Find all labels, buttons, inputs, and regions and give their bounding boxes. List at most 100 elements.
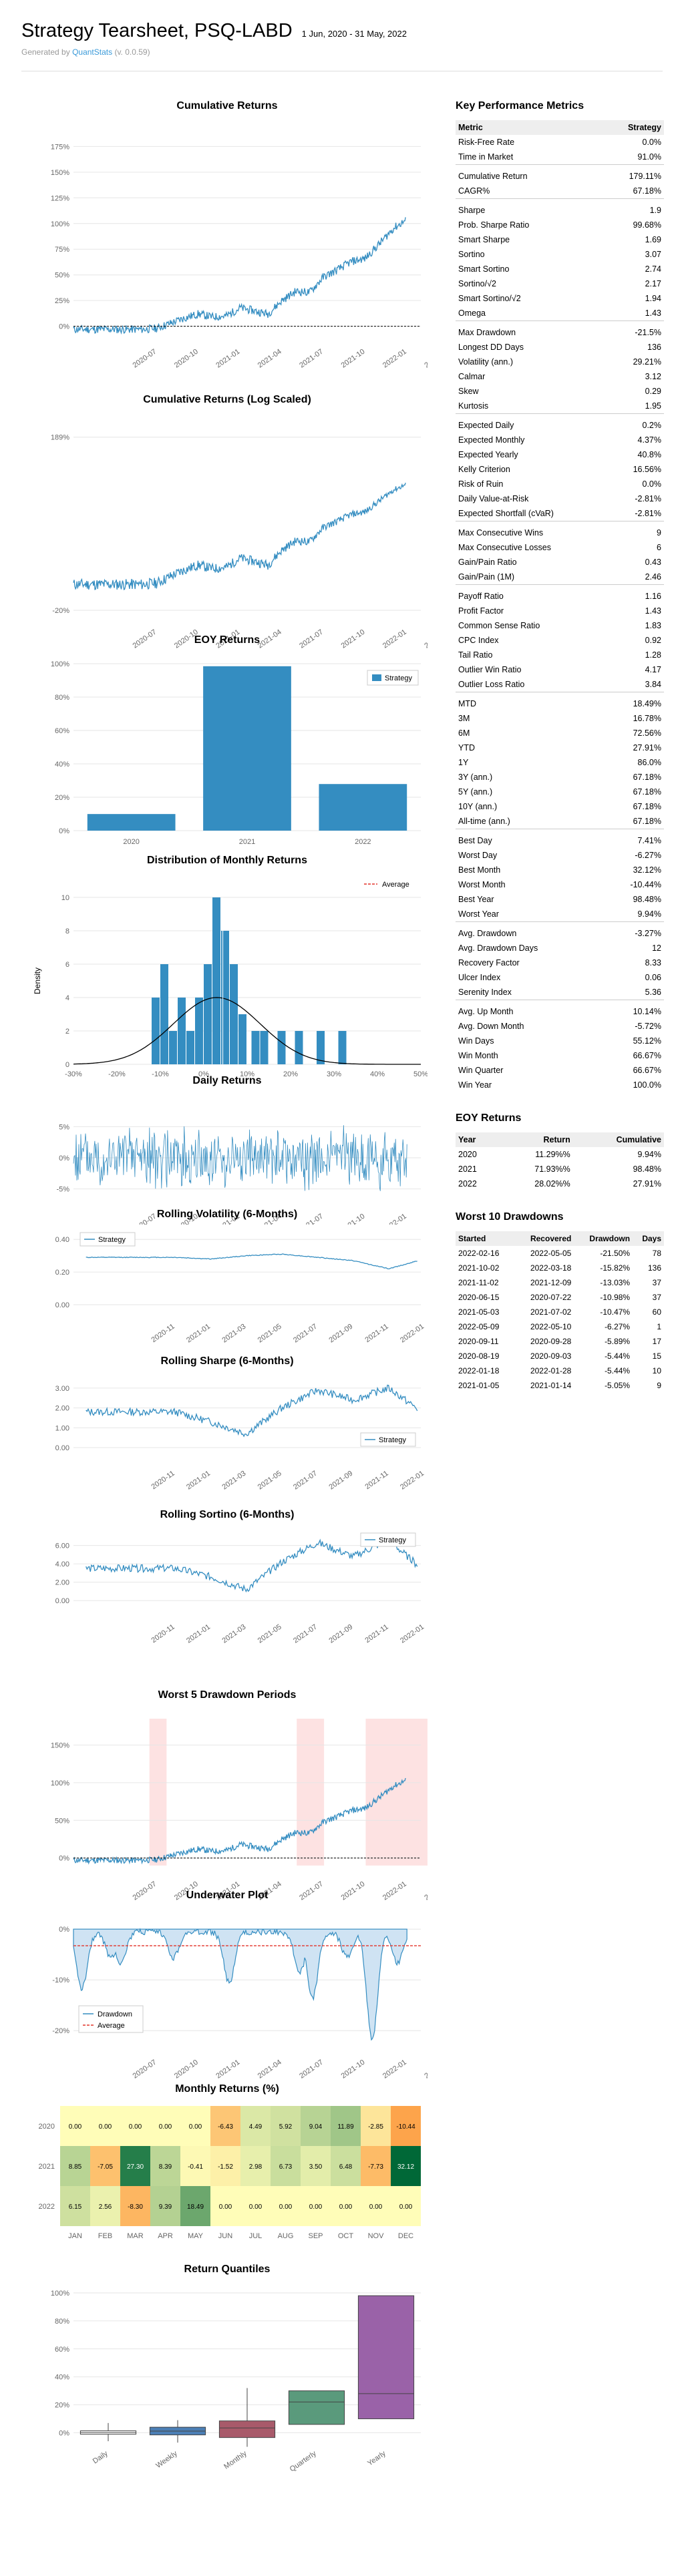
heatmap-cell xyxy=(180,2106,210,2146)
x-tick-label: Daily xyxy=(92,2449,110,2465)
metric-row: Risk of Ruin 0.0% xyxy=(456,477,664,491)
heatmap-cell xyxy=(271,2106,301,2146)
drawdown-cell: -5.44% xyxy=(605,1366,631,1375)
drawdown-cell: 2020-09-28 xyxy=(530,1337,572,1346)
metric-value: 29.21% xyxy=(633,357,661,367)
y-tick-label: 0.00 xyxy=(55,1444,69,1452)
eoy-title: EOY Returns xyxy=(194,634,261,646)
y-tick-label: 5% xyxy=(59,1123,69,1131)
drawdown-cell: 2020-09-03 xyxy=(530,1351,572,1361)
y-tick-label: 80% xyxy=(55,694,69,702)
y-tick-label: 3.00 xyxy=(55,1385,69,1393)
rolling-line xyxy=(86,1253,417,1270)
y-tick-label: 0 xyxy=(65,1061,69,1069)
metric-value: -5.72% xyxy=(635,1022,661,1031)
metric-row: CAGR% 67.18% xyxy=(456,184,664,199)
metric-row: Gain/Pain (1M) 2.46 xyxy=(456,570,664,585)
x-tick-label: 40% xyxy=(370,1070,385,1078)
eoy-bar xyxy=(87,814,176,831)
monthly_heatmap-plot: 2020 0.00 0.00 0.00 0.00 0.00 -6.43 4.49 5.92 9.0… xyxy=(39,2106,421,2240)
heatmap-cell xyxy=(90,2106,120,2146)
heatmap-cell xyxy=(301,2146,331,2186)
drawdown-cell: 9 xyxy=(657,1381,661,1390)
heatmap-cell xyxy=(331,2106,361,2146)
x-tick-label: 2021-01 xyxy=(185,1323,212,1345)
eoy-table-title: EOY Returns xyxy=(456,1112,522,1124)
heatmap-cell xyxy=(240,2106,271,2146)
metric-row: Smart Sortino/√2 1.94 xyxy=(456,291,664,306)
heatmap-cell xyxy=(240,2186,271,2226)
heatmap-cell xyxy=(180,2186,210,2226)
metric-value: 0.0% xyxy=(642,479,662,489)
x-tick-label: Quarterly xyxy=(289,2449,318,2473)
heatmap-cell xyxy=(120,2106,150,2146)
rolling_sharpe-plot: 0.00 1.00 2.00 3.00 2020-11 2021-01 2021-03 202… xyxy=(55,1384,425,1492)
drawdown-col-header: Recovered xyxy=(514,1231,574,1246)
metric-row: Tail Ratio 1.28 xyxy=(456,648,664,662)
metric-name: Worst Day xyxy=(458,851,498,860)
metric-name: Win Quarter xyxy=(458,1066,504,1075)
x-tick-label: 2021 xyxy=(239,838,255,846)
metric-row: Avg. Drawdown Days 12 xyxy=(456,941,664,955)
x-tick-label: Yearly xyxy=(366,2449,387,2467)
metric-name: Calmar xyxy=(458,372,486,381)
metric-row: Outlier Win Ratio 4.17 xyxy=(456,662,664,677)
drawdown-row: 2020-08-19 2020-09-03 -5.44% 15 xyxy=(456,1349,664,1363)
heatmap-cell xyxy=(361,2186,391,2226)
metric-name: Avg. Drawdown xyxy=(458,929,517,938)
x-tick-label: Monthly xyxy=(222,2449,248,2471)
metric-name: Outlier Win Ratio xyxy=(458,665,522,674)
metric-name: CPC Index xyxy=(458,636,499,645)
metric-name: Risk of Ruin xyxy=(458,479,504,489)
eoy-table: Year Return Cumulative 2020 11.29%% 9.94% 202… xyxy=(456,1132,664,1191)
drawdown-cell: 2021-12-09 xyxy=(530,1278,572,1287)
metric-name: Win Year xyxy=(458,1080,492,1090)
heatmap-cell-value: 6.48 xyxy=(339,2163,353,2171)
x-tick-label: 2020-07 xyxy=(132,348,158,370)
y-tick-label: -20% xyxy=(52,607,69,615)
drawdown-row: 2021-10-02 2022-03-18 -15.82% 136 xyxy=(456,1261,664,1275)
drawdown-cell: 2022-03-18 xyxy=(530,1263,572,1273)
x-tick-label: 2021-09 xyxy=(327,1470,354,1492)
x-tick-label: 2021-11 xyxy=(363,1323,389,1345)
metric-row: Common Sense Ratio 1.83 xyxy=(456,618,664,633)
metric-name: Prob. Sharpe Ratio xyxy=(458,220,530,230)
rolling_sortino-plot: 0.00 2.00 4.00 6.00 2020-11 2021-01 2021-03 202… xyxy=(55,1532,425,1645)
metric-value: 66.67% xyxy=(633,1066,661,1075)
metric-row: Payoff Ratio 1.16 xyxy=(456,589,664,604)
drawdown-cell: 2020-08-19 xyxy=(458,1351,500,1361)
metric-value: -10.44% xyxy=(630,880,661,889)
metric-row: Smart Sortino 2.74 xyxy=(456,262,664,276)
y-tick-label: 1.00 xyxy=(55,1424,69,1432)
metric-name: Omega xyxy=(458,308,486,318)
legend-box xyxy=(78,2005,144,2033)
metric-row: Sortino/√2 2.17 xyxy=(456,276,664,291)
eoy-cell: 11.29%% xyxy=(535,1150,570,1159)
legend-label: Strategy xyxy=(379,1536,406,1544)
x-tick-label: 2021-03 xyxy=(220,1470,247,1492)
x-tick-label: 10% xyxy=(240,1070,254,1078)
y-tick-label: 10 xyxy=(61,894,69,902)
metric-value: 2.74 xyxy=(645,264,661,274)
rolling-line xyxy=(86,1537,418,1593)
metric-value: 12 xyxy=(652,943,661,953)
eoy-bar xyxy=(319,784,407,831)
quantstats-link[interactable]: QuantStats xyxy=(72,47,113,57)
metric-name: Smart Sharpe xyxy=(458,235,510,244)
drawdown-cell: 78 xyxy=(652,1249,661,1258)
metric-row: Risk-Free Rate 0.0% xyxy=(456,135,664,150)
heatmap-cell-value: 2.98 xyxy=(249,2163,263,2171)
x-tick-label: 2021-05 xyxy=(256,1470,283,1492)
metric-row: Avg. Down Month -5.72% xyxy=(456,1019,664,1034)
x-tick-label: 2022-01 xyxy=(381,348,408,370)
box-body xyxy=(357,2295,415,2420)
metric-row: 5Y (ann.) 67.18% xyxy=(456,785,664,799)
metric-name: Skew xyxy=(458,387,479,396)
metrics-separator xyxy=(456,198,664,203)
metric-value: 1.43 xyxy=(645,606,661,616)
metric-value: 1.43 xyxy=(645,308,661,318)
metric-name: Daily Value-at-Risk xyxy=(458,494,529,503)
metric-value: 0.43 xyxy=(645,558,661,567)
cumulative-title: Cumulative Returns xyxy=(176,100,278,112)
heatmap-month-label: NOV xyxy=(368,2232,385,2240)
